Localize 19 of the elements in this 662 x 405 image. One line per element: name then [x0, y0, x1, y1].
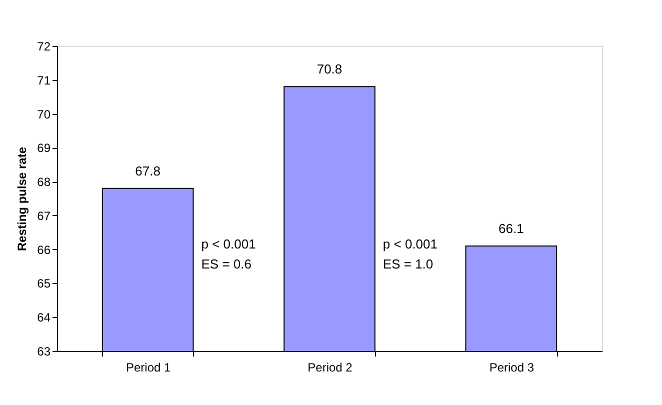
y-axis-title: Resting pulse rate: [15, 146, 30, 252]
y-tick-label: 66: [37, 242, 51, 257]
y-tick-label: 68: [37, 175, 51, 190]
x-tick-label: Period 3: [489, 360, 534, 374]
data-label: 67.8: [135, 163, 160, 178]
y-tick-label: 65: [37, 276, 51, 291]
x-tick-label: Period 1: [126, 360, 172, 374]
y-tick-label: 64: [37, 310, 51, 325]
annotation: p < 0.001 ES = 1.0: [382, 236, 438, 272]
y-tick-label: 63: [37, 344, 51, 358]
data-label: 70.8: [316, 62, 342, 77]
y-tick-label: 72: [37, 40, 51, 54]
y-tick-label: 69: [37, 141, 51, 156]
x-tick-label: Period 2: [308, 360, 353, 374]
annotation: p < 0.001 ES = 0.6: [201, 236, 256, 272]
data-label: 66.1: [498, 220, 524, 236]
y-tick-label: 67: [37, 208, 51, 223]
y-tick-label: 71: [37, 73, 51, 88]
y-tick-label: 70: [37, 107, 51, 122]
